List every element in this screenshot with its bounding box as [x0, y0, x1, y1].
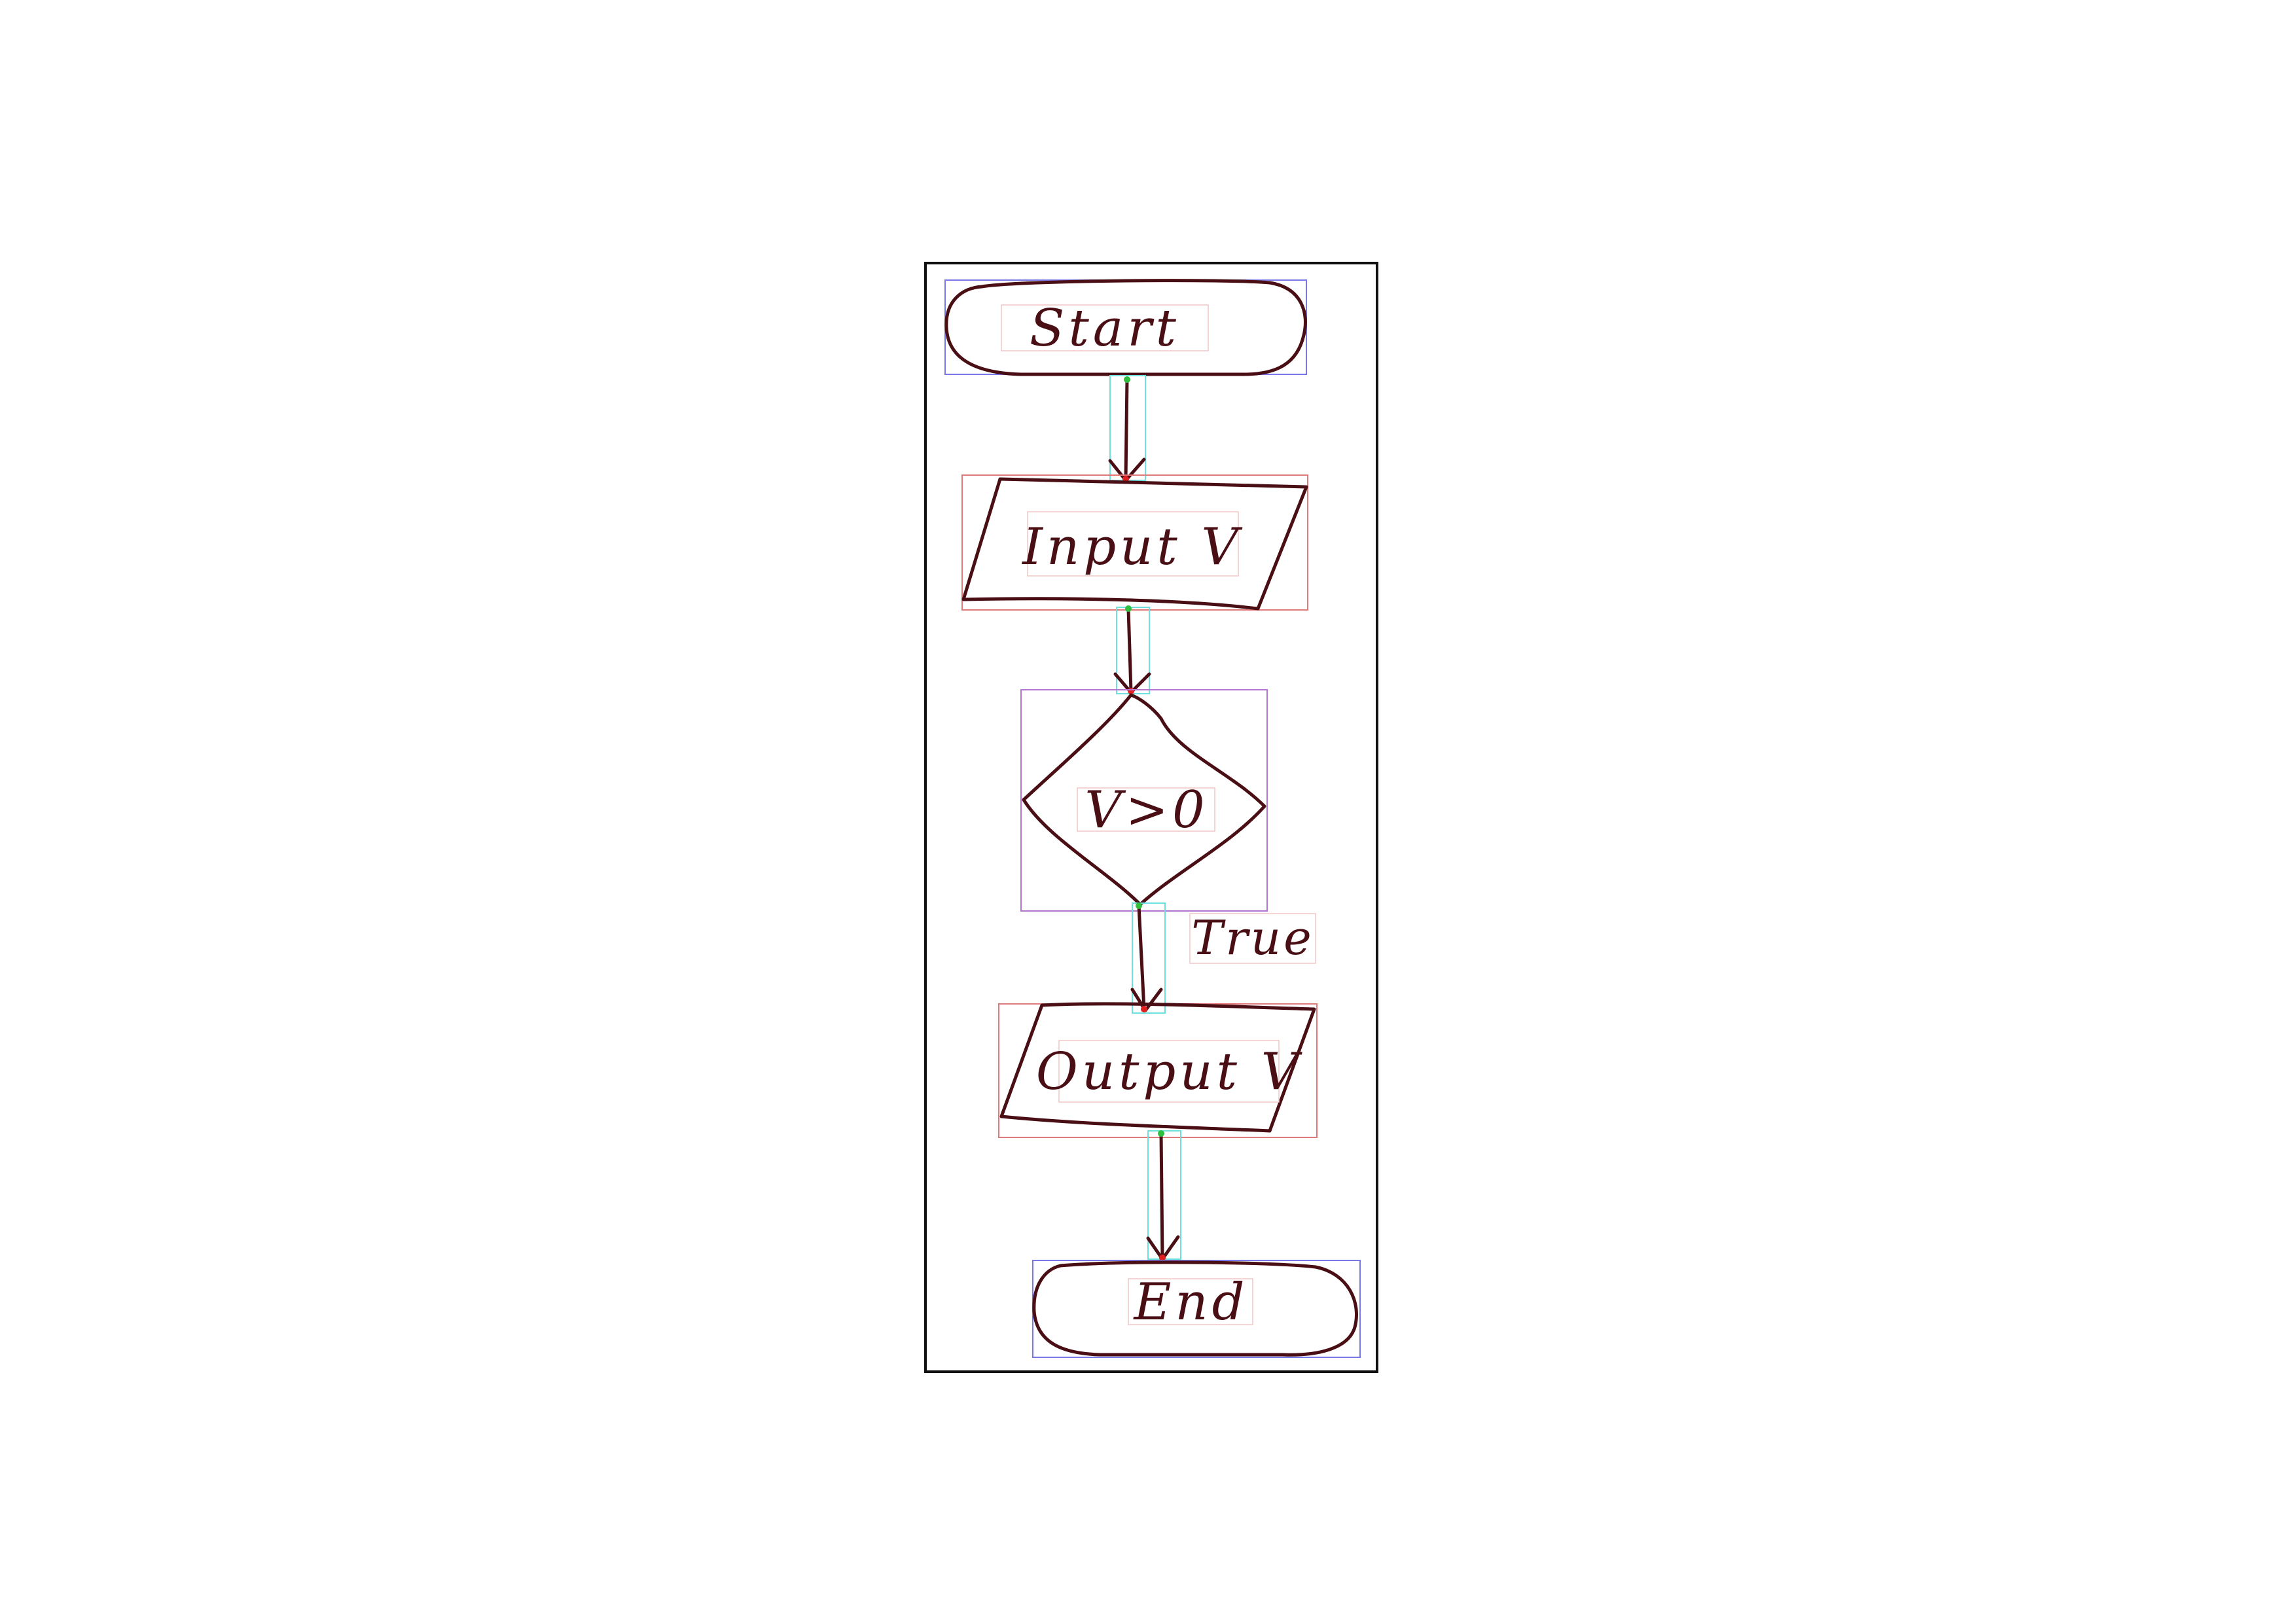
edge-output-to-end	[1146, 1130, 1181, 1261]
decision-bounding-box	[1020, 689, 1268, 912]
edge-decision-output-box	[1132, 902, 1166, 1014]
end-terminator-shape	[1032, 1260, 1358, 1357]
decision-diamond-shape	[1022, 693, 1266, 906]
edge-start-input-source-dot	[1124, 376, 1130, 383]
input-label-box	[1027, 511, 1239, 577]
decision-label: V>0	[1085, 781, 1208, 840]
edge-input-decision-line	[1126, 607, 1133, 693]
input-bounding-box	[961, 474, 1308, 611]
node-start: Start	[944, 279, 1307, 376]
edge-output-end-line	[1159, 1132, 1164, 1260]
edge-decision-to-output: True	[1130, 902, 1316, 1014]
input-label: Input V	[1021, 518, 1242, 577]
node-decision: V>0	[1020, 689, 1268, 912]
node-output: Output V	[998, 1002, 1318, 1138]
start-label: Start	[1030, 299, 1180, 358]
edge-output-end-target-dot	[1159, 1255, 1166, 1261]
end-label-box	[1128, 1278, 1253, 1325]
edge-output-end-source-dot	[1158, 1130, 1164, 1137]
edge-start-to-input	[1108, 375, 1146, 482]
edge-decision-output-target-dot	[1141, 1006, 1147, 1012]
output-label-box	[1058, 1040, 1280, 1103]
edge-decision-output-line	[1137, 904, 1146, 1011]
edge-input-decision-source-dot	[1125, 605, 1132, 612]
edge-start-input-line	[1124, 378, 1129, 481]
node-input: Input V	[961, 474, 1308, 611]
node-end: End	[1032, 1260, 1361, 1358]
end-label: End	[1132, 1273, 1248, 1332]
edge-input-to-decision	[1113, 605, 1151, 694]
start-terminator-shape	[944, 279, 1307, 376]
output-label: Output V	[1036, 1043, 1302, 1101]
decision-label-box	[1077, 787, 1215, 832]
diagram-frame	[924, 262, 1378, 1373]
output-parallelogram-shape	[999, 1002, 1316, 1133]
edge-true-label-box	[1189, 913, 1316, 964]
edge-true-label: True	[1191, 910, 1314, 965]
edge-decision-output-source-dot	[1136, 902, 1142, 909]
start-label-box	[1001, 304, 1209, 351]
input-parallelogram-shape	[961, 477, 1308, 611]
